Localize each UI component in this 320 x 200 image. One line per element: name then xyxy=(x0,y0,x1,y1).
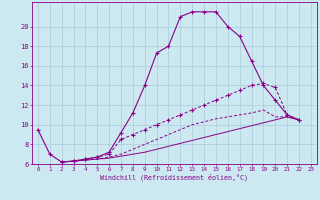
X-axis label: Windchill (Refroidissement éolien,°C): Windchill (Refroidissement éolien,°C) xyxy=(100,174,248,181)
